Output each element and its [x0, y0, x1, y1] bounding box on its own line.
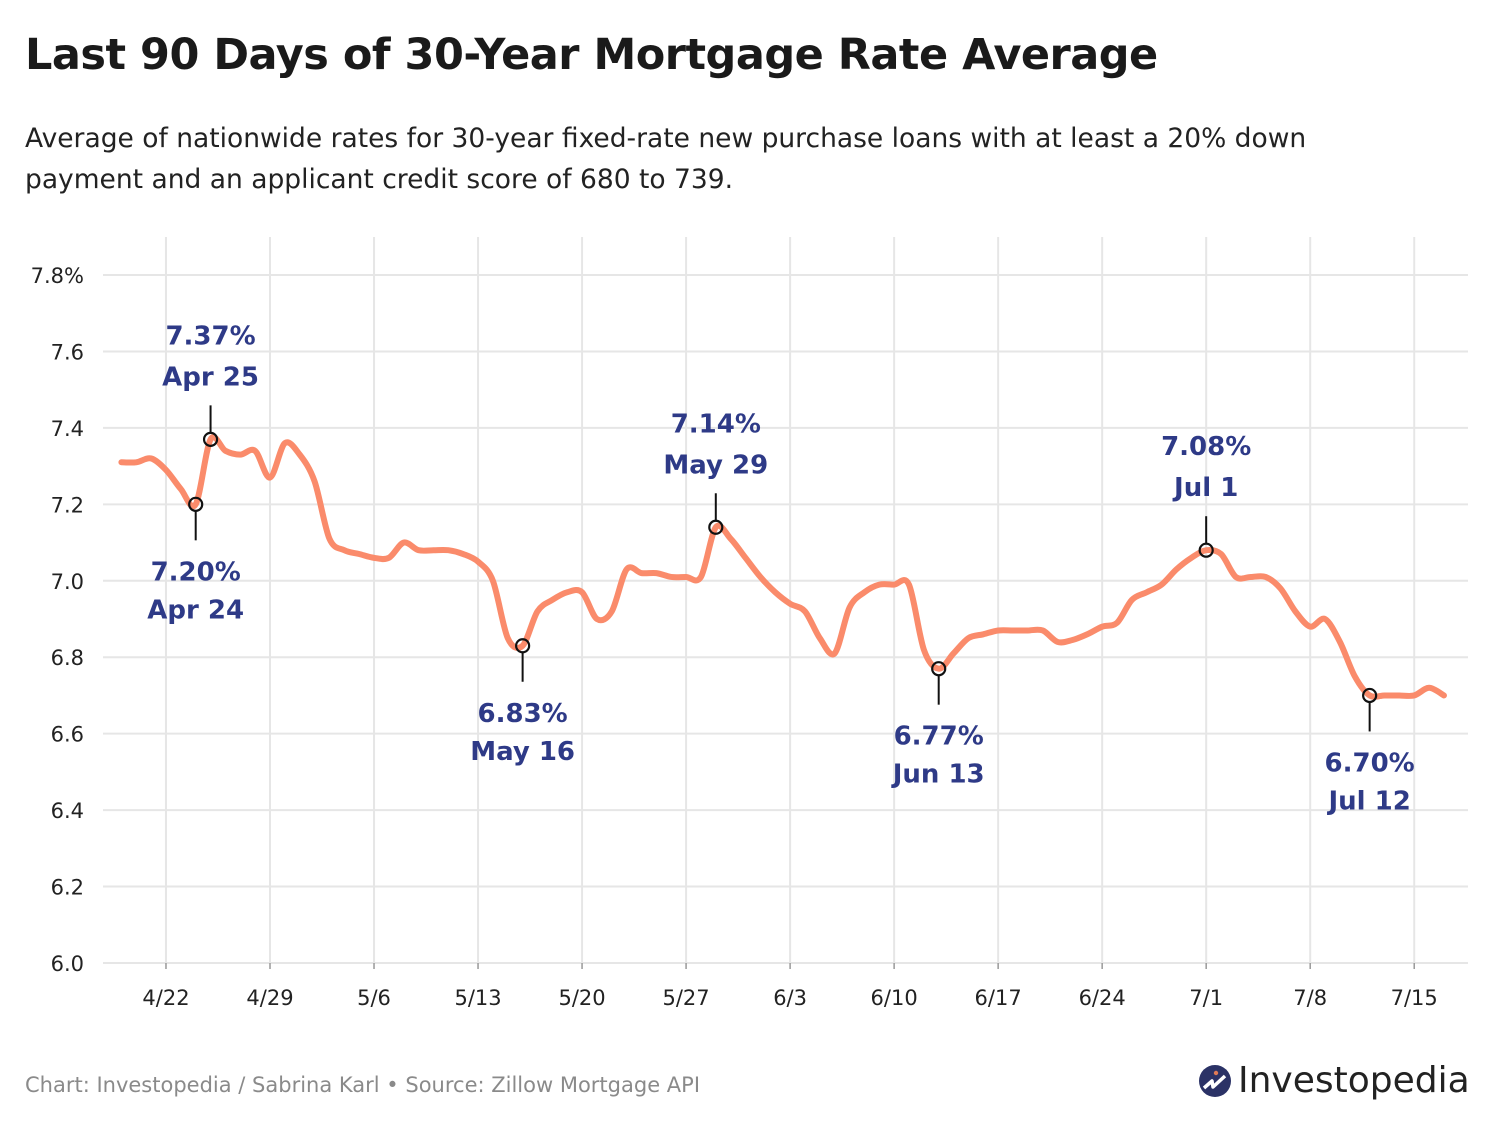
annotation: 7.14% May 29: [663, 409, 768, 535]
rate-line: [118, 434, 1447, 700]
annotation: 7.20% Apr 24: [147, 496, 244, 625]
x-tick-label: 4/22: [142, 986, 189, 1010]
annotation: 6.77% Jun 13: [891, 661, 985, 790]
annotation-date: Apr 25: [162, 362, 259, 392]
x-tick-label: 7/15: [1391, 986, 1438, 1010]
annotation-date: May 16: [470, 737, 575, 767]
annotation-value: 7.37%: [165, 321, 255, 351]
annotation-marker: [931, 661, 947, 677]
annotation-marker: [1362, 687, 1378, 704]
x-tick-label: 7/1: [1189, 986, 1223, 1010]
y-tick-label: 6.8: [51, 646, 84, 670]
annotation: 7.37% Apr 25: [162, 321, 259, 447]
investopedia-logo: Investopedia: [1198, 1060, 1470, 1101]
investopedia-logo-icon: [1199, 1064, 1231, 1097]
annotation-value: 6.77%: [894, 722, 984, 752]
y-tick-label: 7.0: [51, 570, 84, 594]
y-tick-label: 6.4: [51, 799, 84, 823]
annotation-marker: [202, 431, 219, 447]
x-tick-label: 6/17: [975, 986, 1022, 1010]
x-tick-label: 4/29: [246, 986, 293, 1010]
x-tick-label: 5/6: [357, 986, 391, 1010]
logo-text: Investopedia: [1238, 1060, 1470, 1101]
annotation-marker: [515, 638, 531, 654]
annotation-marker: [188, 496, 204, 512]
annotation-date: Jun 13: [891, 760, 985, 790]
x-tick-label: 5/27: [662, 986, 709, 1010]
x-axis: 4/22 4/29 5/6 5/13 5/20 5/27 6/3 6/10 6/17 6/24 7/…: [142, 963, 1438, 1010]
y-tick-label: 7.2: [51, 493, 84, 517]
annotation-value: 6.70%: [1325, 748, 1415, 778]
annotation-value: 6.83%: [478, 699, 568, 729]
chart-title: Last 90 Days of 30-Year Mortgage Rate Av…: [25, 30, 1158, 80]
y-tick-label: 6.2: [51, 876, 84, 900]
y-tick-label: 7.6: [51, 340, 84, 364]
gridlines: [103, 237, 1468, 964]
y-tick-label: 6.0: [51, 952, 84, 976]
x-tick-label: 5/20: [558, 986, 605, 1010]
annotation-marker: [708, 519, 724, 535]
x-tick-label: 7/8: [1293, 986, 1327, 1010]
annotation-date: Apr 24: [147, 595, 244, 625]
annotation-marker: [1198, 542, 1214, 558]
annotation: 6.83% May 16: [470, 638, 575, 767]
y-tick-label: 7.4: [51, 417, 84, 441]
x-tick-label: 6/3: [773, 986, 807, 1010]
y-tick-label: 7.8%: [31, 264, 84, 288]
annotation-date: Jul 1: [1172, 473, 1238, 503]
annotation-value: 7.08%: [1161, 432, 1251, 462]
x-tick-label: 6/24: [1079, 986, 1126, 1010]
y-tick-label: 6.6: [51, 723, 84, 747]
y-axis: 6.0 6.2 6.4 6.6 6.8 7.0 7.2 7.4 7.6 7.8%: [31, 264, 84, 976]
annotation-value: 7.20%: [151, 557, 241, 587]
annotation: 7.08% Jul 1: [1161, 432, 1251, 558]
x-tick-label: 5/13: [454, 986, 501, 1010]
chart-subtitle: Average of nationwide rates for 30-year …: [25, 123, 1307, 195]
annotation-value: 7.14%: [671, 409, 761, 439]
annotations: 7.20% Apr 24 7.37% Apr 25 6.83% May 16 7.14% Ma…: [147, 321, 1414, 816]
annotation-date: Jul 12: [1326, 786, 1410, 816]
x-tick-label: 6/10: [871, 986, 918, 1010]
source-credit: Chart: Investopedia / Sabrina Karl • Sou…: [25, 1073, 701, 1097]
annotation-date: May 29: [663, 450, 768, 480]
annotation: 6.70% Jul 12: [1325, 687, 1415, 816]
